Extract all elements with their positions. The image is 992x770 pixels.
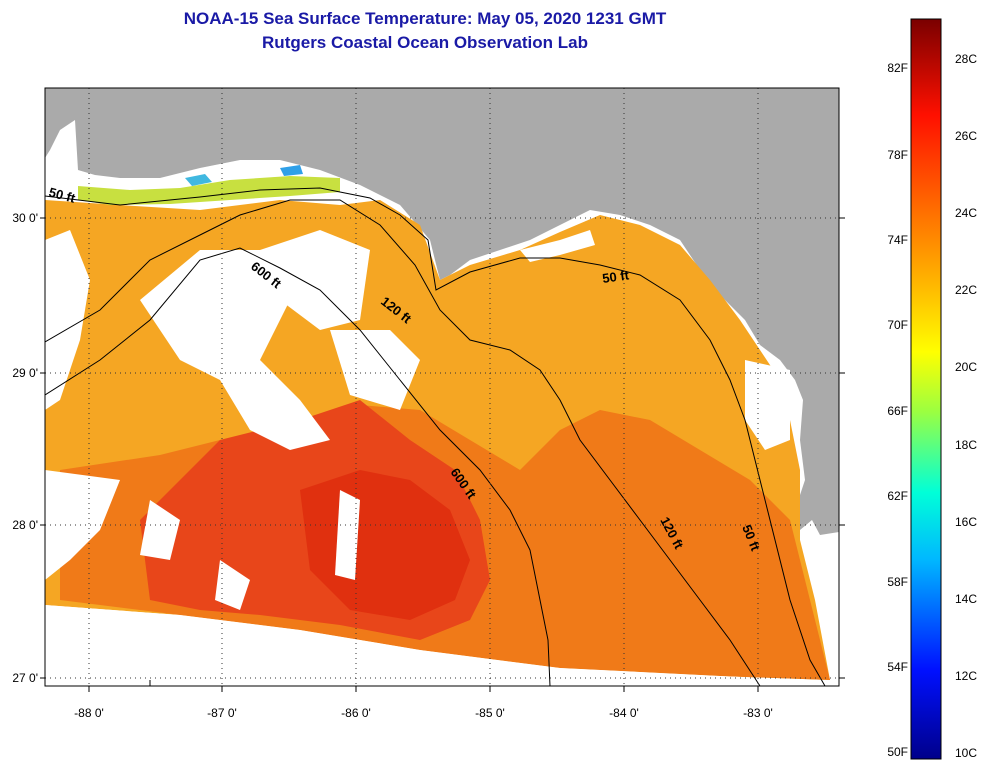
lon-label-85: -85 0'	[475, 706, 505, 720]
bathymetry-contours	[45, 187, 826, 686]
colorbar-f-78: 78F	[887, 148, 908, 162]
contour-label-50ft-west: 50 ft	[47, 184, 77, 206]
sst-cool-patch-2	[280, 165, 303, 176]
colorbar-f-70: 70F	[887, 318, 908, 332]
lon-label-87: -87 0'	[207, 706, 237, 720]
lon-label-83: -83 0'	[743, 706, 773, 720]
colorbar-c-26: 26C	[954, 129, 977, 143]
colorbar-c-14: 14C	[954, 592, 977, 606]
contour-50ft	[45, 187, 826, 686]
sst-coastal-band	[78, 176, 340, 205]
colorbar-c-16: 16C	[954, 515, 977, 529]
colorbar-f-82: 82F	[887, 61, 908, 75]
land-mass	[45, 88, 839, 535]
colorbar-f-66: 66F	[887, 404, 908, 418]
axis-ticks	[40, 217, 845, 692]
lon-label-88: -88 0'	[74, 706, 104, 720]
colorbar-c-18: 18C	[954, 438, 977, 452]
colorbar-c-24: 24C	[954, 206, 977, 220]
colorbar-c-12: 12C	[954, 669, 977, 683]
map-subtitle: Rutgers Coastal Ocean Observation Lab	[262, 33, 588, 52]
lat-label-28: 28 0'	[12, 518, 38, 532]
contour-120ft	[45, 199, 761, 686]
colorbar-f-74: 74F	[887, 233, 908, 247]
lon-label-84: -84 0'	[609, 706, 639, 720]
colorbar-c-28: 28C	[954, 52, 977, 66]
colorbar	[910, 18, 942, 760]
lat-label-27: 27 0'	[12, 671, 38, 685]
colorbar-c-10: 10C	[954, 746, 977, 760]
colorbar-f-50: 50F	[887, 745, 908, 759]
colorbar-c-20: 20C	[954, 360, 977, 374]
map-title: NOAA-15 Sea Surface Temperature: May 05,…	[183, 9, 667, 28]
lon-label-86: -86 0'	[341, 706, 371, 720]
colorbar-c-22: 22C	[954, 283, 977, 297]
lat-label-30: 30 0'	[12, 211, 38, 225]
colorbar-f-58: 58F	[887, 575, 908, 589]
sst-cool-patch	[185, 174, 212, 186]
colorbar-f-54: 54F	[887, 660, 908, 674]
contour-600ft	[45, 247, 551, 686]
contour-label-50ft-east: 50 ft	[601, 267, 630, 286]
colorbar-f-62: 62F	[887, 489, 908, 503]
lat-label-29: 29 0'	[12, 366, 38, 380]
